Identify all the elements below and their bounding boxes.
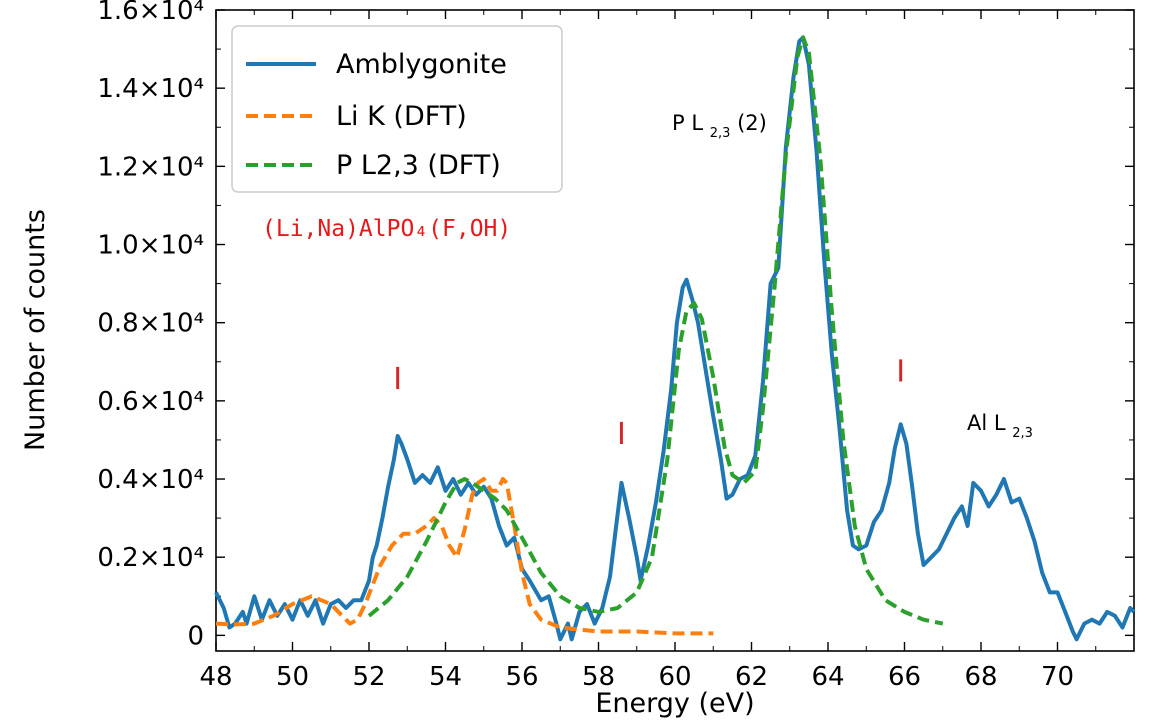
p-peak-label-main: P L <box>672 111 703 135</box>
x-axis-title: Energy (eV) <box>595 688 754 719</box>
peak-marker: I <box>896 354 905 389</box>
y-tick-label: 0 <box>187 621 204 651</box>
x-tick-label: 60 <box>658 662 691 692</box>
p-peak-label: P L 2,3 (2) <box>672 111 767 142</box>
axis-ticks: 48 50 52 54 56 58 60 62 64 66 68 70 0 0.2×10⁴ 0.4×10⁴ 0… <box>97 0 1134 692</box>
x-tick-label: 66 <box>888 662 921 692</box>
x-tick-label: 54 <box>429 662 462 692</box>
p-peak-label-tail: (2) <box>737 111 767 135</box>
p-l23-dft-line <box>367 35 944 626</box>
li-k-dft-line <box>215 477 714 636</box>
y-tick-label: 1.4×10⁴ <box>97 74 204 104</box>
legend-box <box>231 25 563 193</box>
annotations: I I I <box>393 354 905 452</box>
y-tick-label: 0.4×10⁴ <box>97 465 204 495</box>
y-tick-label: 0.8×10⁴ <box>97 309 204 339</box>
al-label-main: Al L <box>967 411 1006 435</box>
series-lines <box>214 35 1136 642</box>
formula-annotation: (Li,Na)AlPO₄(F,OH) <box>262 216 511 242</box>
legend: Amblygonite Li K (DFT) P L2,3 (DFT) <box>231 25 563 193</box>
p-peak-label-sub: 2,3 <box>710 126 731 141</box>
legend-label-li-k: Li K (DFT) <box>336 101 467 132</box>
x-tick-label: 50 <box>276 662 309 692</box>
legend-label-amblygonite: Amblygonite <box>336 49 507 80</box>
y-tick-label: 1.6×10⁴ <box>97 0 204 26</box>
x-tick-label: 70 <box>1041 662 1074 692</box>
x-tick-label: 68 <box>964 662 997 692</box>
x-tick-label: 56 <box>505 662 538 692</box>
amblygonite-line <box>214 35 1136 642</box>
y-tick-label: 1.0×10⁴ <box>97 231 204 261</box>
y-tick-label: 1.2×10⁴ <box>97 152 204 182</box>
y-tick-label: 0.6×10⁴ <box>97 387 204 417</box>
legend-label-p-l23: P L2,3 (DFT) <box>336 150 501 181</box>
x-tick-label: 64 <box>811 662 844 692</box>
x-tick-label: 52 <box>352 662 385 692</box>
x-tick-label: 58 <box>582 662 615 692</box>
peak-marker: I <box>617 417 626 452</box>
y-axis-title: Number of counts <box>20 209 51 451</box>
x-tick-label: 62 <box>735 662 768 692</box>
x-tick-label: 48 <box>199 662 232 692</box>
al-label: Al L 2,3 <box>967 411 1033 441</box>
al-label-sub: 2,3 <box>1012 426 1033 441</box>
y-tick-label: 0.2×10⁴ <box>97 543 204 573</box>
peak-marker: I <box>393 362 402 397</box>
